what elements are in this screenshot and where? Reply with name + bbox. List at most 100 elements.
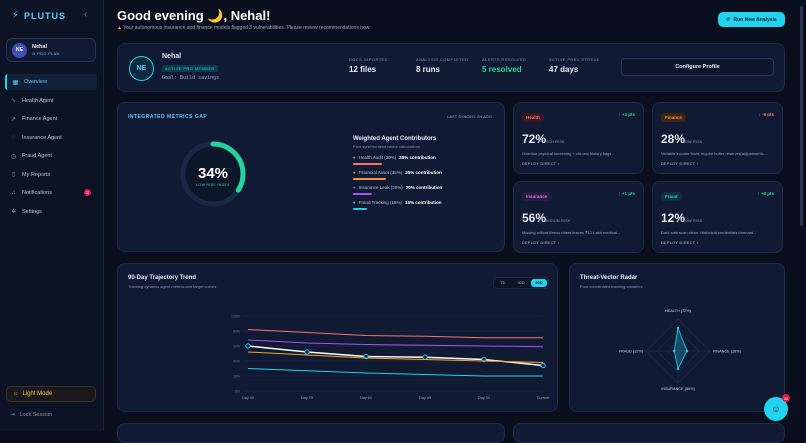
radar-chart: HEALTH (72%) FINANCE (28%) INSURANCE (56%)… [619, 309, 742, 391]
lock-session-label: Lock Session [19, 412, 53, 418]
contributors-subtitle: Four synchronized vector calculations [353, 144, 420, 149]
page-scrollbar[interactable] [800, 6, 803, 226]
agent-percent: 12% [661, 211, 686, 225]
last-synced: LAST SYNCED: 2H AGO [447, 114, 492, 119]
radar-subtitle: Four coordinated tracking variables [580, 284, 643, 289]
bolt-icon: ⚡ [12, 10, 21, 21]
range-90d[interactable]: 90D [531, 279, 547, 287]
avatar: NE [12, 42, 27, 58]
radar-label: HEALTH (72%) [665, 309, 692, 313]
sidebar-item-health-agent[interactable]: ∿ Health Agent [5, 93, 97, 109]
lock-session-button[interactable]: ⇥ Lock Session [10, 412, 52, 418]
deploy-direct-link[interactable]: DEPLOY DIRECT › [661, 162, 699, 166]
contributor-bar [353, 163, 382, 165]
agent-card-finance[interactable]: Finance ↓ -5 pts 28% LOW RISK Variable i… [652, 102, 783, 174]
radar-label: INSURANCE (56%) [661, 387, 695, 391]
app-name: PLUTUS [24, 10, 67, 21]
y-tick-label: 40% [233, 360, 240, 364]
deploy-direct-link[interactable]: DEPLOY DIRECT › [661, 241, 699, 245]
trend-icon: ↗ [10, 116, 17, 123]
collapse-sidebar-icon[interactable]: ‹ [84, 9, 88, 20]
radar-point [676, 326, 680, 330]
sidebar-item-finance-agent[interactable]: ↗ Finance Agent [5, 111, 97, 127]
agent-tag: Insurance [522, 192, 552, 201]
sidebar-item-label: Settings [22, 208, 42, 215]
sidebar-item-fraud-agent[interactable]: ◷ Fraud Agent [5, 148, 97, 164]
assistant-fab-button[interactable]: ☺ AI [764, 394, 790, 421]
y-tick-label: 20% [233, 375, 240, 379]
agent-risk: HIGH RISK [544, 140, 565, 144]
range-30d[interactable]: 30D [517, 280, 525, 285]
contributor-row: ● Insurance Leak (20%) 20% contribution [353, 185, 453, 195]
logout-icon: ⇥ [10, 412, 15, 418]
run-analysis-button[interactable]: ⟳ Run New Analysis [718, 12, 785, 27]
gap-title: INTEGRATED METRICS GAP [128, 114, 208, 120]
sidebar-item-notifications[interactable]: ♫ Notifications 3 [5, 185, 97, 201]
sidebar-item-label: Insurance Agent [22, 134, 62, 141]
agent-tag: Finance [661, 113, 687, 122]
radar-point [685, 349, 689, 353]
sidebar-item-label: Finance Agent [22, 116, 58, 122]
y-tick-label: 100% [231, 315, 240, 319]
x-tick-label: Current [537, 396, 551, 400]
alert-icon: ◷ [10, 153, 17, 160]
trend-title: 90-Day Trajectory Trend [128, 275, 197, 281]
range-selector: 7D 30D 90D [493, 277, 549, 289]
dot-icon: ● [353, 200, 356, 205]
sidebar-item-insurance-agent[interactable]: ◌ Insurance Agent [5, 130, 97, 146]
user-avatar: NE [129, 56, 154, 81]
agent-risk: LOW RISK [683, 219, 703, 223]
user-summary-card: NE Nehal ACTIVE PRO MEMBER Goal: Build s… [117, 43, 785, 92]
trend-subtitle: Tracking dynamic agent metrics and targe… [128, 284, 217, 289]
stat-docs: DOCS IMPORTED 12 files [349, 57, 388, 74]
sidebar-item-settings[interactable]: ✲ Settings [5, 204, 97, 220]
app-logo[interactable]: ⚡ PLUTUS [12, 10, 66, 21]
light-mode-toggle[interactable]: ☼ Light Mode [6, 386, 96, 402]
profile-card[interactable]: NE Nehal ⊘ PRO PLAN [6, 38, 96, 62]
sidebar-item-my-reports[interactable]: ▯ My Reports [5, 167, 97, 183]
grid-icon: ▦ [12, 79, 19, 86]
series-line-1 [247, 339, 544, 348]
sun-icon: ☼ [13, 391, 19, 397]
agent-card-fraud[interactable]: Fraud ↑ +8 pts 12% LOW RISK Dark web sca… [652, 181, 783, 253]
dot-icon: ● [353, 155, 356, 160]
shield-icon: ◌ [11, 134, 16, 141]
contributor-bar [353, 193, 372, 195]
contributors-title: Weighted Agent Contributors [353, 136, 437, 142]
deploy-direct-link[interactable]: DEPLOY DIRECT › [522, 241, 560, 245]
agent-risk: MEDIUM RISK [544, 219, 571, 223]
page-subtitle: ▲ Your autonomous insurance and finance … [117, 25, 371, 31]
series-line-3 [247, 351, 544, 363]
agent-percent: 56% [522, 211, 547, 225]
deploy-direct-link[interactable]: DEPLOY DIRECT › [522, 162, 560, 166]
agent-description: Variable income flows require buffer res… [661, 151, 767, 156]
sidebar-item-label: My Reports [22, 171, 51, 178]
sidebar: ⚡ PLUTUS ‹ NE Nehal ⊘ PRO PLAN ▦ Overview ∿… [0, 0, 104, 431]
x-tick-label: Day 90 [242, 396, 254, 400]
range-7d[interactable]: 7D [500, 280, 506, 285]
radar-label: FRAUD (12%) [619, 350, 644, 354]
agent-risk: LOW RISK [683, 140, 703, 144]
agent-delta: ↓ -5 pts [758, 112, 774, 117]
profile-plan: ⊘ PRO PLAN [32, 51, 60, 56]
contributor-bar [353, 208, 368, 210]
bell-icon: ♫ [11, 190, 16, 196]
agent-percent: 72% [522, 132, 547, 146]
trend-card: 90-Day Trajectory Trend Tracking dynamic… [117, 263, 558, 412]
x-tick-label: Day 75 [301, 396, 313, 400]
gap-ring-chart: 34% LOW RISK INDEX [180, 141, 246, 207]
sidebar-item-overview[interactable]: ▦ Overview [5, 74, 97, 90]
agent-tag: Fraud [661, 192, 682, 201]
agent-card-insurance[interactable]: Insurance ↑ +1 pts 56% MEDIUM RISK Missi… [513, 181, 644, 253]
agent-card-health[interactable]: Health ↑ +3 pts 72% HIGH RISK Overdue ph… [513, 102, 644, 174]
trend-line-chart: 100% 80% 60% 40% 20% 0%Day 90 Day 75 Day 60 Day … [231, 315, 551, 401]
refresh-icon: ⟳ [726, 16, 731, 23]
configure-profile-button[interactable]: Configure Profile [621, 58, 774, 76]
light-mode-label: Light Mode [22, 391, 53, 397]
agent-description: Dark web scan clean. Historical credenti… [661, 230, 757, 235]
series-point [304, 349, 310, 355]
member-badge: ACTIVE PRO MEMBER [162, 65, 218, 72]
series-line-4 [247, 368, 543, 377]
sidebar-item-label: Overview [24, 79, 47, 85]
dot-icon: ● [353, 170, 356, 175]
